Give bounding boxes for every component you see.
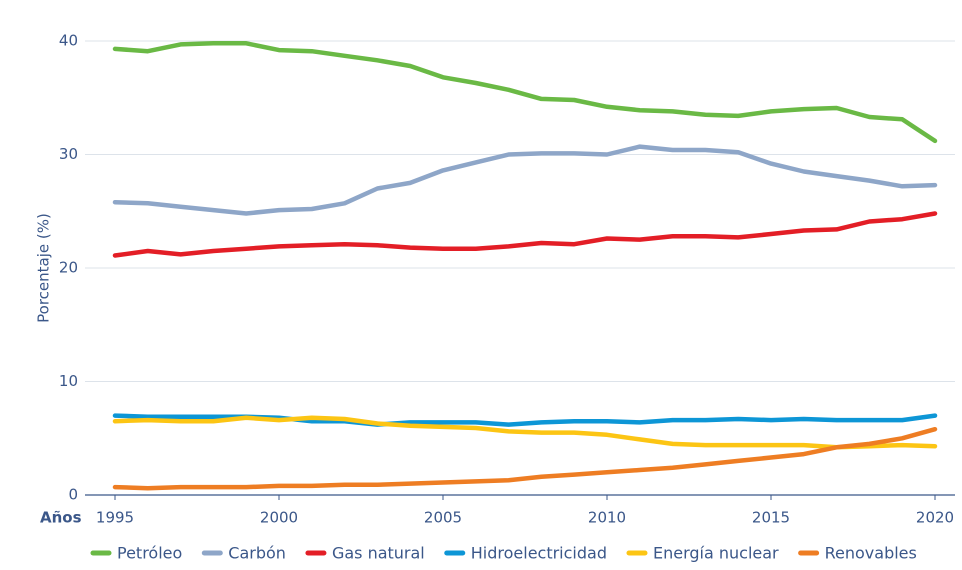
y-tick-label: 30: [59, 145, 78, 163]
x-axis-label: Años: [40, 509, 82, 527]
x-tick-label: 2005: [424, 509, 462, 527]
y-axis-label: Porcentaje (%): [35, 213, 53, 323]
legend-label: Hidroelectricidad: [471, 544, 607, 563]
x-tick-label: 2020: [916, 509, 954, 527]
x-tick-label: 1995: [96, 509, 134, 527]
legend-label: Renovables: [825, 544, 917, 563]
y-tick-label: 40: [59, 32, 78, 50]
y-tick-label: 0: [68, 486, 78, 504]
legend-label: Gas natural: [332, 544, 425, 563]
legend-label: Carbón: [228, 544, 286, 563]
x-tick-label: 2010: [588, 509, 626, 527]
y-tick-label: 10: [59, 372, 78, 390]
legend: Petróleo Carbón Gas natural Hidroelectricid…: [90, 544, 917, 563]
series-line: [112, 426, 938, 491]
legend-label: Energía nuclear: [653, 544, 779, 563]
x-tick-label: 2015: [752, 509, 790, 527]
series-line: [112, 41, 938, 144]
y-tick-label: 20: [59, 259, 78, 277]
series-line: [112, 211, 938, 258]
series-line: [112, 415, 938, 450]
series-line: [112, 144, 938, 216]
x-tick-label: 2000: [260, 509, 298, 527]
legend-label: Petróleo: [117, 544, 182, 563]
